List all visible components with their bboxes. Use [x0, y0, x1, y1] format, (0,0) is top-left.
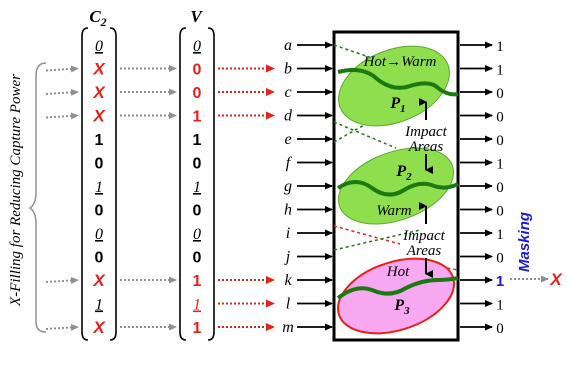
v-value: 1 — [193, 179, 201, 196]
c2-value: X — [92, 60, 106, 79]
c2-value: X — [92, 83, 106, 102]
c2-value: X — [92, 107, 106, 126]
impact-1-line-1: Impact — [404, 124, 447, 140]
input-label: i — [286, 225, 290, 242]
input-label: b — [284, 61, 292, 78]
masking-result: X — [549, 270, 563, 289]
v-value: 0 — [193, 85, 202, 102]
v-bracket-right — [207, 27, 215, 341]
p2-note: Warm — [376, 203, 411, 219]
output-value: 1 — [496, 157, 504, 173]
c2-value: 0 — [95, 226, 103, 243]
circuit-outputs: 1 1 0 0 0 1 0 0 1 0 1 1 0 — [460, 39, 504, 337]
input-label: h — [284, 202, 292, 219]
output-value: 0 — [496, 133, 504, 149]
brace-arrows — [45, 65, 79, 331]
p1-label: P1 — [389, 95, 405, 115]
c2-bracket-right — [109, 27, 117, 341]
p1-note: Hot→Warm — [363, 54, 437, 70]
impact-areas-2: Impact Areas — [402, 202, 446, 278]
input-label: g — [284, 178, 292, 195]
output-value: 0 — [496, 251, 504, 267]
c2-value: 0 — [95, 203, 104, 220]
c2-value: 1 — [95, 179, 103, 196]
brace-arrow — [45, 276, 79, 284]
output-value: 1 — [496, 39, 504, 55]
input-label: e — [284, 131, 291, 148]
v-value: 1 — [193, 109, 202, 126]
impact-2-line-1: Impact — [402, 228, 445, 244]
c2-value: 1 — [95, 297, 103, 314]
c2-header: C2 — [89, 7, 106, 29]
brace-arrow — [45, 323, 79, 331]
v-value: 1 — [193, 132, 202, 149]
v-values: 0 0 0 1 1 0 1 0 0 0 1 1 1 — [193, 38, 202, 337]
output-value: 0 — [496, 180, 504, 196]
output-value: 0 — [496, 321, 504, 337]
input-label: m — [282, 319, 294, 336]
v-header: V — [190, 7, 203, 26]
v-value: 0 — [193, 62, 202, 79]
side-label: X-Filling for Reducing Capture Power — [8, 74, 24, 307]
c2-value: X — [92, 318, 106, 337]
dotted-line-a — [333, 44, 373, 59]
output-value: 1 — [496, 273, 504, 290]
c2-bracket-left — [81, 27, 89, 341]
c2-value: 0 — [95, 250, 104, 267]
p2-label: P2 — [395, 163, 412, 183]
input-label: c — [284, 84, 291, 101]
v-value: 0 — [193, 250, 202, 267]
c2-value: 0 — [95, 156, 104, 173]
input-label: l — [286, 296, 291, 313]
output-value: 0 — [496, 110, 504, 126]
c2-value: X — [92, 271, 106, 290]
input-label: a — [284, 37, 292, 54]
p3-label: P3 — [393, 297, 410, 317]
output-value: 0 — [496, 86, 504, 102]
c2-to-v-arrows — [120, 65, 177, 331]
c2-value: 1 — [95, 132, 104, 149]
impact-areas-1: Impact Areas — [404, 98, 448, 174]
v-value: 0 — [193, 203, 202, 220]
c2-value: 0 — [95, 38, 103, 55]
masking-label: Masking — [516, 212, 533, 272]
left-brace — [28, 62, 47, 333]
input-label: d — [284, 108, 293, 125]
v-value: 0 — [193, 226, 201, 243]
v-value: 1 — [193, 273, 202, 290]
output-value: 0 — [496, 204, 504, 220]
input-label: j — [284, 249, 291, 266]
p3-path — [336, 276, 459, 300]
brace-arrow — [45, 112, 79, 120]
dotted-line-j — [333, 229, 421, 251]
output-value: 1 — [496, 227, 504, 243]
impact-2-line-2: Areas — [406, 243, 442, 259]
input-label: f — [286, 155, 293, 172]
v-value: 0 — [193, 38, 201, 55]
brace-arrow — [45, 65, 79, 73]
brace-arrow — [45, 88, 79, 96]
v-to-input-arrows — [218, 64, 275, 331]
output-value: 1 — [496, 63, 504, 79]
p2-path — [336, 180, 459, 197]
v-value: 1 — [193, 320, 202, 337]
v-value: 0 — [193, 156, 202, 173]
input-label: k — [284, 272, 292, 289]
dotted-line-e1 — [333, 121, 397, 149]
v-value: 1 — [193, 297, 201, 314]
v-bracket-left — [179, 27, 187, 341]
p3-note: Hot — [386, 264, 410, 280]
impact-1-line-2: Areas — [408, 139, 444, 155]
p1-path — [337, 68, 459, 97]
output-value: 1 — [496, 298, 504, 314]
